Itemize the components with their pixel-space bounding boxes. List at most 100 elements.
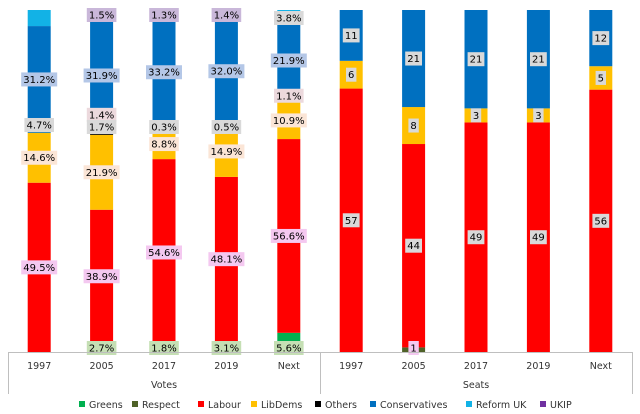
label-votes-2019-labour-bg [208,252,245,267]
label-votes-2005-respect-bg [86,341,117,355]
label-votes-2005-reform-uk-bg [86,120,117,134]
label-votes-next-others-bg [274,88,304,103]
label-votes-2019-labour: 48.1% [211,255,243,266]
legend-label-reform-uk: Reform UK [476,400,527,411]
tick-label-seats-2005: 2005 [402,361,426,372]
label-votes-2017-respect: 1.8% [151,344,176,355]
label-votes-next-conservatives-bg [270,53,307,68]
label-votes-2017-labour-bg [146,245,182,260]
label-votes-next-labour: 56.6% [273,231,305,242]
label-votes-2019-conservatives-bg [208,64,245,79]
label-votes-2017-ukip-bg [149,8,179,22]
tick-label-seats-next: Next [590,361,612,372]
legend-label-labour: Labour [208,400,241,411]
label-seats-2017-libdems: 3 [473,111,479,122]
label-seats-2017-conservatives: 21 [470,55,483,66]
legend-label-ukip: UKIP [550,400,572,411]
label-votes-2005-others-bg [86,107,117,122]
label-seats-2017-labour: 49 [470,233,483,244]
legend-swatch-respect [132,401,138,407]
legend: Greens Respect Labour LibDems Others Conserva… [79,400,572,411]
legend-label-conservatives: Conservatives [380,400,447,411]
label-seats-2005-libdems-bg [408,118,419,133]
group-label-seats: Seats [463,380,489,391]
label-seats-2005-respect: 1 [410,344,416,355]
label-seats-2005-labour: 44 [407,241,420,252]
label-votes-2019-respect-bg [211,341,242,355]
label-votes-next-reform-uk: 3.8% [276,14,301,25]
label-votes-2005-ukip: 1.5% [89,11,114,22]
label-seats-next-libdems: 5 [598,73,604,84]
label-votes-2019-libdems-bg [208,144,245,159]
legend-swatch-others [315,401,321,407]
label-seats-2019-labour: 49 [532,233,545,244]
label-votes-1997-conservatives-bg [21,72,58,87]
tick-label-votes-next: Next [278,361,300,372]
label-seats-1997-labour: 57 [345,216,358,227]
label-votes-2017-reform-uk-bg [149,120,179,134]
tick-label-seats-2017: 2017 [464,361,488,372]
label-seats-2019-labour-bg [530,230,547,245]
label-seats-2005-conservatives-bg [405,51,422,66]
label-seats-1997-libdems: 6 [348,70,354,81]
label-votes-2019-reform-uk: 0.5% [214,123,239,134]
label-votes-next-greens: 5.6% [276,344,301,355]
label-votes-next-others: 1.1% [276,91,301,102]
label-seats-next-libdems-bg [595,70,606,85]
label-seats-2019-conservatives: 21 [532,55,545,66]
label-votes-next-conservatives: 21.9% [273,56,305,67]
legend-swatch-greens [79,401,85,407]
label-votes-1997-labour: 49.5% [23,263,55,274]
label-votes-2005-labour-bg [83,269,120,284]
label-votes-next-labour-bg [270,228,307,243]
legend-label-others: Others [325,400,357,411]
label-seats-2019-conservatives-bg [530,52,547,67]
label-seats-next-labour-bg [592,213,610,228]
label-seats-next-conservatives-bg [592,31,610,46]
label-seats-2005-conservatives: 21 [407,54,420,65]
legend-label-greens: Greens [89,400,123,411]
label-votes-2017-libdems: 8.8% [151,140,176,151]
bar-votes-1997-reform-uk [27,10,51,27]
label-votes-1997-conservatives: 31.2% [23,75,55,86]
label-votes-2017-ukip: 1.3% [151,11,176,22]
legend-label-respect: Respect [142,400,180,411]
label-seats-next-labour: 56 [594,216,607,227]
label-votes-1997-labour-bg [21,260,58,275]
bars-layer [27,10,613,352]
tick-label-votes-2005: 2005 [90,361,114,372]
label-votes-next-greens-bg [274,341,304,355]
label-votes-2005-libdems-bg [83,165,120,180]
tick-label-seats-1997: 1997 [339,361,363,372]
data-labels-layer: 49.5%14.6%31.2%4.7%2.7%38.9%21.9%1.4%31.… [21,8,610,355]
label-votes-1997-reform-uk: 4.7% [26,121,51,132]
tick-label-votes-2019: 2019 [214,361,238,372]
label-votes-2017-conservatives: 33.2% [148,68,180,79]
tick-label-seats-2019: 2019 [526,361,550,372]
legend-swatch-reform-uk [466,401,472,407]
label-seats-next-conservatives: 12 [594,34,607,45]
label-votes-2005-conservatives-bg [83,68,120,83]
legend-label-libdems: LibDems [261,400,302,411]
label-votes-1997-reform-uk-bg [24,118,54,132]
label-votes-2005-ukip-bg [86,8,117,22]
label-seats-1997-conservatives-bg [342,28,360,43]
label-seats-2005-libdems: 8 [410,121,416,132]
label-seats-1997-conservatives: 11 [345,31,358,42]
label-votes-1997-libdems-bg [21,150,58,165]
label-votes-2017-libdems-bg [149,137,179,152]
label-seats-2005-labour-bg [405,238,422,253]
group-label-votes: Votes [151,380,177,391]
label-votes-2017-respect-bg [149,341,179,355]
label-votes-2005-reform-uk: 1.7% [89,123,114,134]
label-votes-2005-conservatives: 31.9% [86,71,118,82]
label-seats-2017-conservatives-bg [467,52,485,67]
label-votes-2005-libdems: 21.9% [86,168,118,179]
label-votes-2017-conservatives-bg [146,65,182,80]
label-votes-2017-labour: 54.6% [148,248,180,259]
tick-label-votes-1997: 1997 [27,361,51,372]
legend-swatch-labour [198,401,204,407]
label-votes-2005-others: 1.4% [89,110,114,121]
legend-swatch-libdems [251,401,257,407]
label-votes-next-libdems-bg [270,113,307,128]
